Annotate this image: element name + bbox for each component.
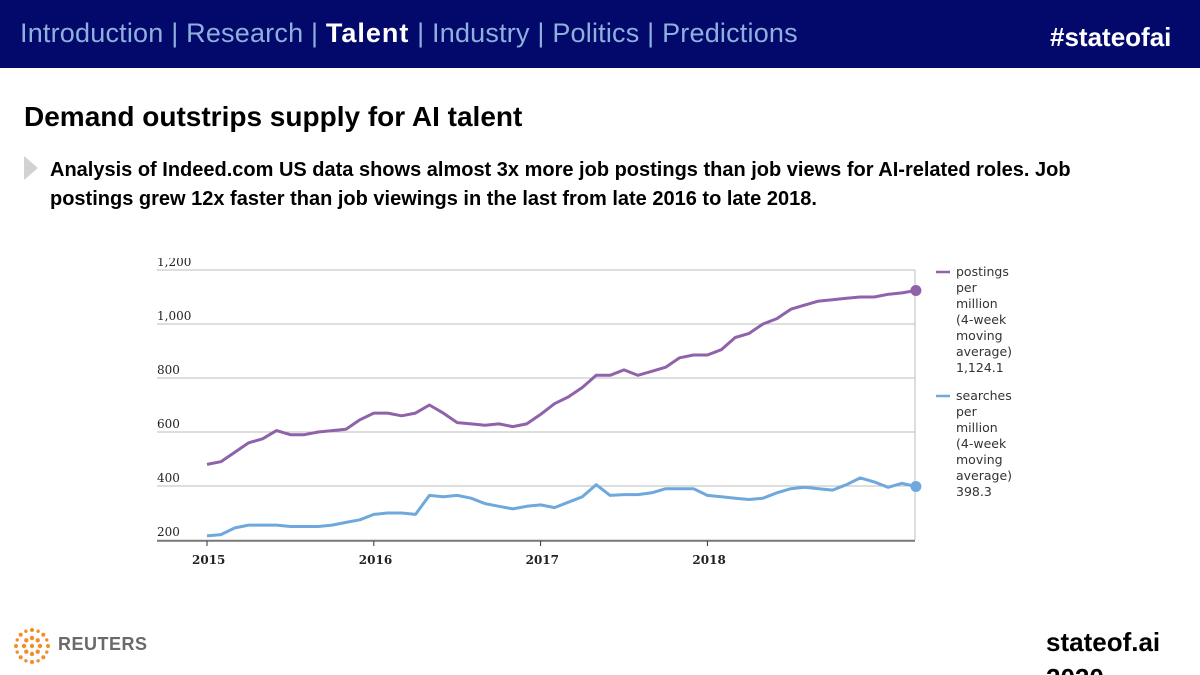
legend-text-line: 1,124.1 xyxy=(956,360,1004,375)
nav-item-introduction[interactable]: Introduction xyxy=(20,18,164,48)
nav-item-industry[interactable]: Industry xyxy=(432,18,530,48)
legend-text-line: (4-week xyxy=(956,436,1007,451)
nav-item-politics[interactable]: Politics xyxy=(552,18,640,48)
y-tick-label: 200 xyxy=(157,525,180,539)
nav-item-research[interactable]: Research xyxy=(186,18,304,48)
legend-text-line: million xyxy=(956,296,998,311)
bullet-arrow-icon xyxy=(24,156,38,180)
legend-text-line: per xyxy=(956,280,978,295)
hashtag-label: #stateofai xyxy=(1050,22,1172,52)
legend-text-line: 398.3 xyxy=(956,484,992,499)
legend-text-line: postings xyxy=(956,264,1009,279)
footer-site-label: stateof.ai 2020 xyxy=(1046,627,1161,675)
series-line-searches xyxy=(206,476,917,538)
slide-title: Demand outstrips supply for AI talent xyxy=(24,101,523,132)
legend-text-line: moving xyxy=(956,452,1003,467)
y-tick-label: 1,200 xyxy=(157,258,191,269)
y-tick-label: 600 xyxy=(157,417,180,431)
header-bar: Introduction | Research | Talent | Indus… xyxy=(0,0,1200,68)
bullet-text: Analysis of Indeed.com US data shows alm… xyxy=(24,156,1144,214)
legend-text-line: searches xyxy=(956,388,1012,403)
legend-text-line: million xyxy=(956,420,998,435)
bullet-line-2: postings grew 12x faster than job viewin… xyxy=(50,188,817,210)
y-tick-label: 400 xyxy=(157,471,180,485)
x-tick-label: 2015 xyxy=(192,553,225,567)
legend-text-line: (4-week xyxy=(956,312,1007,327)
postings-searches-line-chart: 200 400 600 800 1,000 1,200 2015 2016 2017 2018 po… xyxy=(157,258,1012,567)
legend-text-line: average) xyxy=(956,468,1012,483)
reuters-logo-text: REUTERS xyxy=(58,634,148,654)
x-tick-label: 2017 xyxy=(526,553,559,567)
legend-text-line: average) xyxy=(956,344,1012,359)
reuters-logo-icon xyxy=(14,628,50,664)
legend-text-line: moving xyxy=(956,328,1003,343)
nav-item-talent[interactable]: Talent xyxy=(325,18,410,48)
legend-text-line: per xyxy=(956,404,978,419)
x-tick-label: 2018 xyxy=(692,553,725,567)
series-end-point xyxy=(910,480,922,492)
section-nav: Introduction | Research | Talent | Indus… xyxy=(20,18,798,48)
bullet-line-1: Analysis of Indeed.com US data shows alm… xyxy=(50,159,1071,181)
y-tick-label: 1,000 xyxy=(157,309,191,323)
series-line-postings xyxy=(206,289,917,466)
y-tick-label: 800 xyxy=(157,363,180,377)
nav-item-predictions[interactable]: Predictions xyxy=(662,18,798,48)
series-end-point xyxy=(910,284,922,296)
x-tick-label: 2016 xyxy=(359,553,392,567)
